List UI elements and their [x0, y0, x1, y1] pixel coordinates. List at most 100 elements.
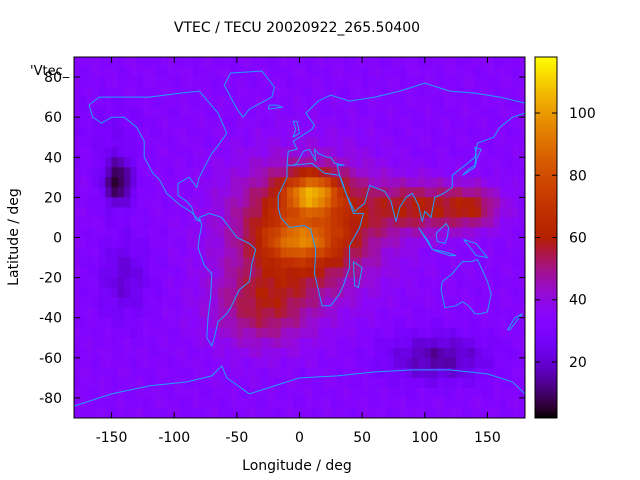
heatmap-cell: [180, 387, 188, 399]
heatmap-cell: [387, 147, 395, 158]
heatmap-cell: [92, 377, 100, 389]
heatmap-cell: [130, 97, 138, 108]
heatmap-cell: [117, 197, 125, 209]
heatmap-cell: [211, 397, 219, 409]
heatmap-cell: [493, 257, 501, 269]
heatmap-cell: [211, 267, 219, 279]
heatmap-cell: [518, 317, 525, 329]
heatmap-cell: [274, 317, 282, 329]
heatmap-cell: [105, 277, 113, 289]
heatmap-cell: [261, 107, 269, 118]
heatmap-cell: [387, 87, 395, 98]
heatmap-cell: [337, 377, 344, 389]
heatmap-cell: [211, 127, 219, 138]
heatmap-cell: [92, 127, 100, 138]
heatmap-cell: [487, 277, 495, 289]
heatmap-cell: [211, 377, 219, 389]
heatmap-cell: [305, 377, 313, 389]
heatmap-cell: [487, 387, 495, 399]
heatmap-cell: [324, 97, 332, 108]
heatmap-cell: [124, 247, 131, 259]
heatmap-cell: [343, 217, 351, 229]
heatmap-cell: [468, 337, 476, 349]
heatmap-cell: [405, 297, 413, 309]
heatmap-cell: [261, 367, 269, 379]
heatmap-cell: [268, 167, 276, 178]
heatmap-cell: [274, 87, 282, 98]
heatmap-cell: [180, 67, 188, 78]
heatmap-cell: [512, 387, 520, 399]
heatmap-cell: [249, 327, 257, 339]
heatmap-cell: [167, 367, 175, 379]
heatmap-cell: [155, 247, 163, 259]
heatmap-cell: [299, 227, 307, 239]
heatmap-cell: [105, 217, 113, 229]
heatmap-cell: [474, 237, 482, 249]
heatmap-cell: [249, 267, 257, 279]
heatmap-cell: [280, 257, 288, 269]
heatmap-cell: [74, 57, 81, 68]
heatmap-cell: [161, 247, 169, 259]
heatmap-cell: [255, 97, 263, 108]
heatmap-cell: [481, 107, 489, 118]
heatmap-cell: [318, 337, 326, 349]
heatmap-cell: [205, 347, 213, 359]
heatmap-cell: [86, 67, 94, 78]
heatmap-cell: [142, 267, 150, 279]
heatmap-cell: [161, 287, 169, 299]
heatmap-cell: [462, 147, 470, 158]
heatmap-cell: [249, 227, 257, 239]
heatmap-cell: [399, 207, 407, 219]
heatmap-cell: [374, 187, 382, 198]
heatmap-cell: [117, 87, 125, 98]
heatmap-cell: [99, 337, 106, 349]
heatmap-cell: [349, 337, 357, 349]
heatmap-cell: [412, 307, 420, 319]
heatmap-cell: [518, 217, 525, 229]
heatmap-cell: [337, 277, 344, 289]
heatmap-cell: [92, 217, 100, 229]
heatmap-cell: [343, 127, 351, 138]
heatmap-cell: [205, 257, 213, 269]
heatmap-cell: [205, 297, 213, 309]
heatmap-cell: [362, 207, 369, 219]
heatmap-cell: [481, 317, 489, 329]
heatmap-cell: [481, 67, 489, 78]
heatmap-cell: [124, 217, 131, 229]
heatmap-cell: [380, 167, 388, 178]
heatmap-cell: [299, 247, 307, 259]
heatmap-cell: [418, 137, 426, 148]
heatmap-cell: [424, 227, 432, 239]
heatmap-cell: [136, 307, 144, 319]
heatmap-cell: [274, 57, 282, 68]
heatmap-cell: [117, 287, 125, 299]
heatmap-cell: [343, 77, 351, 88]
key-label: 'Vtec_: [30, 64, 70, 79]
heatmap-cell: [142, 337, 150, 349]
heatmap-cell: [412, 277, 420, 289]
heatmap-cell: [318, 217, 326, 229]
heatmap-cell: [274, 107, 282, 118]
heatmap-cell: [142, 317, 150, 329]
heatmap-cell: [362, 327, 369, 339]
heatmap-cell: [167, 187, 175, 198]
heatmap-cell: [343, 287, 351, 299]
heatmap-cell: [286, 317, 294, 329]
heatmap-cell: [280, 407, 288, 418]
heatmap-cell: [236, 267, 244, 279]
heatmap-cell: [211, 107, 219, 118]
heatmap-cell: [518, 187, 525, 198]
heatmap-cell: [387, 357, 395, 369]
heatmap-cell: [506, 57, 514, 68]
heatmap-cell: [393, 77, 401, 88]
heatmap-cell: [362, 297, 369, 309]
heatmap-cell: [424, 137, 432, 148]
heatmap-cell: [286, 377, 294, 389]
heatmap-cell: [518, 167, 525, 178]
heatmap-cell: [130, 377, 138, 389]
heatmap-cell: [105, 387, 113, 399]
heatmap-cell: [161, 177, 169, 188]
heatmap-cell: [130, 297, 138, 309]
heatmap-cell: [130, 227, 138, 239]
heatmap-cell: [268, 67, 276, 78]
